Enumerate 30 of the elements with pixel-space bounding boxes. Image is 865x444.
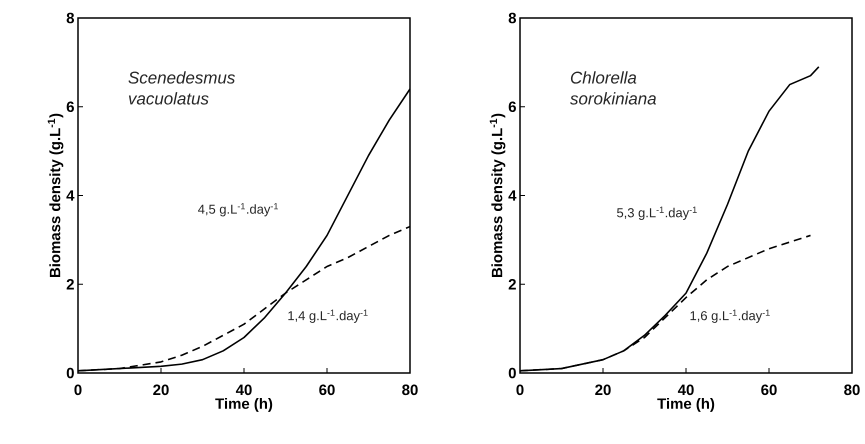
x-tick-label: 20 <box>153 384 169 396</box>
annotation: Scenedesmus vacuolatus <box>128 71 235 105</box>
x-tick-label: 40 <box>678 384 694 396</box>
x-tick-label: 20 <box>595 384 611 396</box>
x-tick-label: 80 <box>402 384 418 396</box>
y-tick-label: 8 <box>66 12 74 24</box>
y-tick-label: 4 <box>66 190 74 201</box>
y-tick-label: 4 <box>508 190 516 201</box>
annotation: 4,5 g.L$^{-1}$.day$^{-1}$ <box>198 203 278 216</box>
x-tick-label: 80 <box>844 384 860 396</box>
x-tick-label: 60 <box>319 384 335 396</box>
y-tick-label: 2 <box>66 279 74 290</box>
y-tick-label: 0 <box>508 368 516 378</box>
x-axis-title: Time (h) <box>215 398 272 412</box>
x-tick-label: 60 <box>761 384 777 396</box>
y-tick-label: 6 <box>508 101 516 112</box>
y-axis-title: Biomass density (g.L$^{-1}$) <box>490 114 506 278</box>
annotation: 1,4 g.L$^{-1}$.day$^{-1}$ <box>288 310 368 323</box>
annotation: 5,3 g.L$^{-1}$.day$^{-1}$ <box>617 206 697 220</box>
y-tick-label: 8 <box>508 12 516 24</box>
x-tick-label: 0 <box>516 384 524 396</box>
y-axis-title: Biomass density (g.L$^{-1}$) <box>48 114 64 278</box>
x-axis-title: Time (h) <box>657 398 714 412</box>
x-tick-label: 40 <box>236 384 252 396</box>
x-tick-label: 0 <box>74 384 82 396</box>
annotation: Chlorella sorokiniana <box>570 71 656 105</box>
y-tick-label: 0 <box>66 368 74 378</box>
annotation: 1,6 g.L$^{-1}$.day$^{-1}$ <box>690 310 770 323</box>
y-tick-label: 2 <box>508 279 516 290</box>
y-tick-label: 6 <box>66 101 74 112</box>
